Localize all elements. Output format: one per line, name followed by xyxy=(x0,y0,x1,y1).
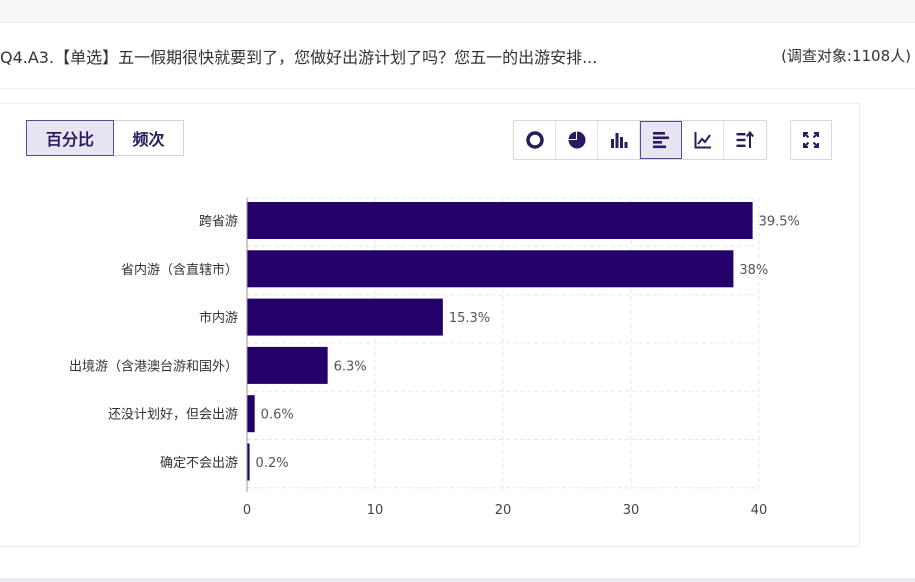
bar xyxy=(247,250,734,288)
horizontal-bar-chart-icon xyxy=(652,132,669,149)
pie-chart-button[interactable] xyxy=(556,121,598,159)
bar xyxy=(247,443,250,481)
donut-chart-icon xyxy=(525,131,544,149)
category-label: 出境游（含港澳台游和国外） xyxy=(69,358,238,374)
x-tick-label: 10 xyxy=(367,503,384,518)
tab-percentage[interactable]: 百分比 xyxy=(26,120,114,156)
question-title: Q4.A3.【单选】五一假期很快就要到了，您做好出游计划了吗？您五一的出游安排.… xyxy=(0,47,598,67)
bar-chart-icon xyxy=(610,133,627,148)
bar xyxy=(247,395,255,433)
category-label: 市内游 xyxy=(199,310,238,326)
horizontal-bar-chart-button[interactable] xyxy=(640,121,682,159)
value-label: 0.2% xyxy=(256,456,289,471)
fullscreen-button[interactable] xyxy=(790,120,832,160)
value-label: 39.5% xyxy=(759,215,800,230)
sort-button[interactable] xyxy=(724,121,766,159)
horizontal-bar-chart: 跨省游 39.5% 省内游（含直辖市） 38% 市内游 15.3% 出境游（含港澳台游和国外… xyxy=(69,197,800,518)
bar xyxy=(247,298,443,336)
fullscreen-icon xyxy=(803,132,819,148)
x-tick-label: 0 xyxy=(243,503,251,518)
value-label: 15.3% xyxy=(449,311,490,326)
view-tabs: 百分比 频次 xyxy=(26,120,184,156)
question-header: Q4.A3.【单选】五一假期很快就要到了，您做好出游计划了吗？您五一的出游安排.… xyxy=(0,23,915,89)
top-band xyxy=(0,0,915,22)
value-label: 38% xyxy=(739,263,768,278)
value-label: 0.6% xyxy=(261,408,294,423)
question-panel: Q4.A3.【单选】五一假期很快就要到了，您做好出游计划了吗？您五一的出游安排.… xyxy=(0,22,915,579)
x-tick-label: 30 xyxy=(623,503,640,518)
category-label: 省内游（含直辖市） xyxy=(121,262,238,278)
line-chart-icon xyxy=(694,132,711,149)
chart-type-toolbar xyxy=(513,120,767,160)
value-label: 6.3% xyxy=(334,359,367,374)
respondent-count: (调查对象:1108人) xyxy=(781,47,911,65)
bar xyxy=(247,346,328,384)
x-tick-label: 40 xyxy=(751,503,768,518)
chart-card: 百分比 频次 xyxy=(0,103,860,547)
footer-strip xyxy=(0,578,915,582)
bar-chart-button[interactable] xyxy=(598,121,640,159)
x-tick-label: 20 xyxy=(495,503,512,518)
sort-icon xyxy=(736,130,754,148)
line-chart-button[interactable] xyxy=(682,121,724,159)
category-label: 还没计划好，但会出游 xyxy=(108,408,238,423)
category-label: 跨省游 xyxy=(199,215,238,230)
pie-chart-icon xyxy=(568,131,585,149)
category-label: 确定不会出游 xyxy=(160,456,238,471)
bar xyxy=(247,202,753,239)
donut-chart-button[interactable] xyxy=(514,121,556,159)
tab-frequency[interactable]: 频次 xyxy=(114,120,184,156)
